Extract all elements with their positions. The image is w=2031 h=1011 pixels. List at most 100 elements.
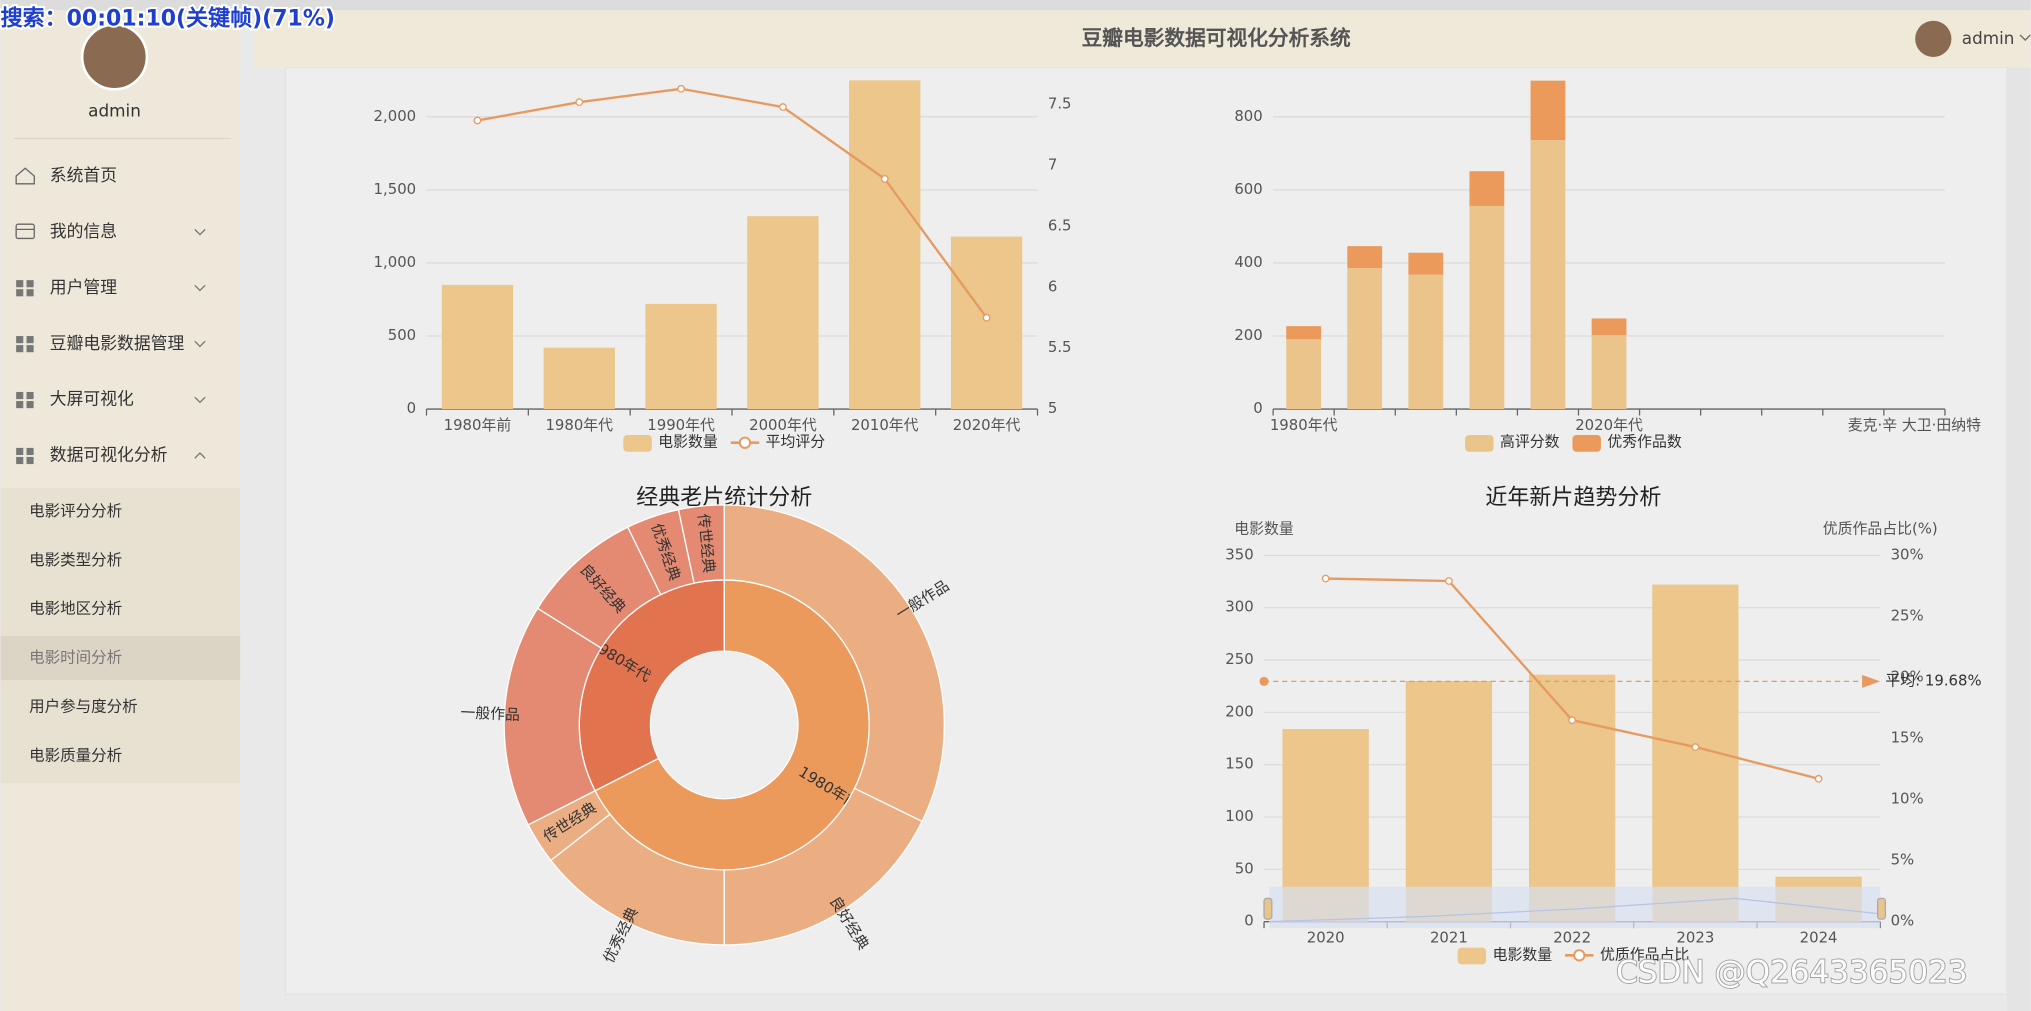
menu-label: 我的信息 xyxy=(50,221,117,241)
x-tick-label: 麦克·辛 大卫·田纳特 xyxy=(1848,416,1981,434)
y-tick-label: 250 xyxy=(1225,650,1253,668)
y-tick-label: 0 xyxy=(1253,399,1262,417)
bar xyxy=(1408,274,1444,410)
icon-grid xyxy=(26,289,34,297)
icon-grid xyxy=(16,401,24,409)
bar xyxy=(1652,584,1739,922)
menu-arrow xyxy=(194,396,206,404)
chart-title: 近年新片趋势分析 xyxy=(1485,485,1661,510)
x-tick-label: 1980年前 xyxy=(444,416,512,434)
line-point xyxy=(982,313,991,322)
menu-arrow xyxy=(194,340,206,348)
icon-grid xyxy=(26,280,34,288)
bar xyxy=(1469,205,1505,410)
menu-label: 系统首页 xyxy=(50,165,117,185)
x-tick-label: 2022 xyxy=(1553,929,1591,947)
bar xyxy=(543,347,615,410)
legend-label: 电影数量 xyxy=(658,433,718,451)
line-point xyxy=(1445,577,1453,585)
x-tick-label: 2021 xyxy=(1430,929,1468,947)
sector-outer xyxy=(723,504,945,823)
bar xyxy=(747,216,819,410)
submenu-label: 用户参与度分析 xyxy=(29,698,138,716)
x-tick-label: 2020 xyxy=(1307,929,1345,947)
legend-swatch xyxy=(623,434,652,452)
menu-item[interactable]: 数据可视化分析 xyxy=(16,445,206,465)
legend: 电影数量 优质作品占比 xyxy=(1457,945,1689,965)
submenu-item[interactable]: 电影质量分析 xyxy=(29,746,122,764)
legend-swatch xyxy=(1465,434,1494,452)
line-point xyxy=(677,84,685,93)
menu-item[interactable]: 豆瓣电影数据管理 xyxy=(16,333,206,353)
menu-item[interactable]: 系统首页 xyxy=(15,165,117,185)
y2-tick-label: 25% xyxy=(1891,606,1924,624)
icon-grid xyxy=(16,456,24,465)
line xyxy=(477,87,988,319)
y-tick-label: 0 xyxy=(407,399,416,417)
submenu-item[interactable]: 电影时间分析 xyxy=(0,636,241,681)
submenu-item[interactable]: 电影地区分析 xyxy=(29,600,122,618)
y2-tick-label: 6.5 xyxy=(1048,216,1072,234)
x-tick-label: 2023 xyxy=(1676,929,1714,947)
mark-line-arrow xyxy=(1862,674,1881,688)
y2-tick-label: 5% xyxy=(1891,851,1915,869)
bar xyxy=(1530,80,1566,141)
mark-line-label: 平均: 19.68% xyxy=(1885,671,1981,689)
y-tick-label: 1,500 xyxy=(374,180,417,198)
scrollbar xyxy=(2007,67,2031,1011)
bar xyxy=(1591,335,1627,410)
submenu-label: 电影时间分析 xyxy=(29,649,122,667)
bar xyxy=(1405,680,1493,922)
legend-label: 电影数量 xyxy=(1493,945,1553,963)
submenu-bg xyxy=(0,488,241,784)
legend: 电影数量 平均评分 xyxy=(623,433,825,452)
submenu-label: 电影类型分析 xyxy=(29,551,122,569)
y-tick-label: 350 xyxy=(1225,545,1253,563)
menu-label: 豆瓣电影数据管理 xyxy=(50,333,185,353)
y-tick-label: 2,000 xyxy=(374,107,417,125)
sidebar-avatar xyxy=(80,23,149,91)
menu-item[interactable]: 我的信息 xyxy=(15,221,206,241)
mark-line-start xyxy=(1259,676,1269,686)
submenu-item[interactable]: 电影评分分析 xyxy=(29,502,122,520)
y2-tick-label: 20% xyxy=(1891,667,1924,685)
submenu-active xyxy=(0,636,241,681)
legend: 高评分数 优秀作品数 xyxy=(1465,433,1682,452)
menu-item[interactable]: 大屏可视化 xyxy=(16,389,206,409)
top-strip xyxy=(0,0,2031,11)
bar xyxy=(849,80,921,410)
header-user[interactable]: admin xyxy=(1962,28,2015,48)
x-tick-label: 1980年代 xyxy=(1270,416,1338,434)
menu-item[interactable]: 用户管理 xyxy=(16,277,206,297)
submenu-item[interactable]: 用户参与度分析 xyxy=(29,698,138,716)
line-point xyxy=(1321,574,1330,583)
legend-dot xyxy=(738,436,752,449)
plot xyxy=(1286,80,1627,410)
y2-tick-label: 0% xyxy=(1891,912,1915,930)
y2-tick-label: 5 xyxy=(1048,399,1057,417)
y-tick-label: 600 xyxy=(1234,180,1262,198)
header-caret xyxy=(2019,34,2031,42)
line-point xyxy=(779,103,787,111)
submenu-item[interactable]: 电影类型分析 xyxy=(29,551,122,569)
header-avatar[interactable] xyxy=(1915,20,1952,57)
legend-label: 平均评分 xyxy=(766,433,826,451)
x-tick-label: 1990年代 xyxy=(647,416,715,434)
menu-label: 大屏可视化 xyxy=(50,389,134,409)
sidebar-user: admin xyxy=(88,100,141,120)
data-zoom xyxy=(1263,886,1887,929)
y-tick-label: 300 xyxy=(1225,598,1253,616)
bar xyxy=(645,303,717,410)
bar xyxy=(1286,339,1322,410)
menu-arrow xyxy=(194,452,206,459)
y-tick-label: 0 xyxy=(1244,912,1253,930)
icon-grid xyxy=(26,456,34,465)
content-panel xyxy=(284,66,2008,995)
x-tick-label: 1980年代 xyxy=(545,416,613,434)
line-point xyxy=(1691,743,1700,751)
menu-label: 用户管理 xyxy=(50,277,117,297)
y-tick-label: 50 xyxy=(1235,859,1254,877)
zoom-preview xyxy=(1269,897,1881,923)
x-tick-label: 2020年代 xyxy=(953,416,1021,434)
